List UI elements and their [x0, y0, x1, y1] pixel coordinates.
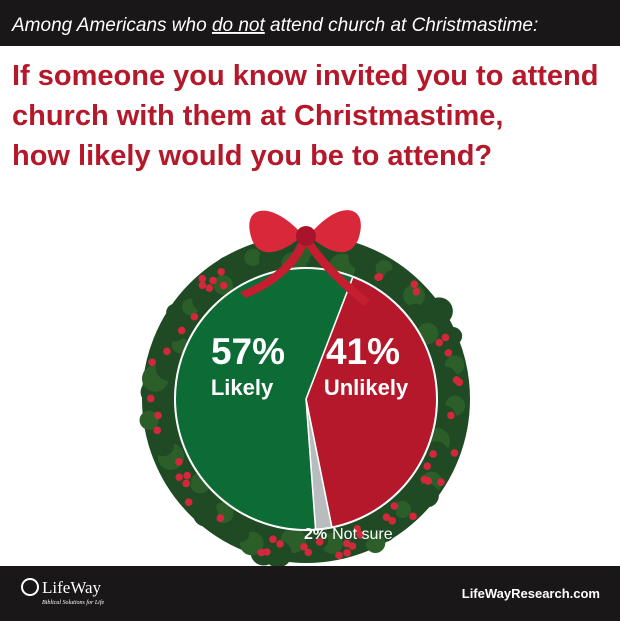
berry: [198, 281, 207, 290]
berry: [263, 548, 271, 556]
berry: [154, 411, 162, 420]
berry: [375, 272, 384, 281]
wreath-leaf: [403, 284, 426, 307]
category-label: Unlikely: [324, 375, 409, 400]
category-label: Not sure: [332, 526, 393, 543]
bow-loop: [249, 210, 300, 253]
berry: [190, 312, 199, 321]
berry: [444, 349, 453, 357]
berry: [423, 462, 432, 471]
wreath-leaf: [393, 500, 412, 519]
wreath-leaf: [415, 483, 439, 508]
value-label: 41%: [326, 331, 400, 372]
berry: [437, 478, 445, 486]
title-line: church with them at Christmastime,: [12, 100, 504, 132]
berry: [447, 411, 455, 420]
wreath-leaf: [365, 533, 386, 553]
bow-ribbon: [306, 240, 370, 306]
berry: [335, 551, 343, 560]
header-bar: [0, 0, 620, 46]
berry: [435, 338, 444, 347]
berry: [412, 287, 421, 296]
subtitle-emphasis: do not: [212, 15, 266, 36]
berry: [429, 450, 437, 458]
berry: [343, 549, 351, 557]
bow-loop: [312, 210, 361, 253]
berry: [342, 539, 351, 548]
wreath-leaf: [244, 248, 262, 266]
subtitle-part: attend church at Christmastime:: [265, 15, 539, 36]
wreath-leaf: [425, 297, 453, 325]
wreath-leaf: [443, 327, 463, 346]
berry: [276, 540, 284, 548]
title-line: If someone you know invited you to atten…: [12, 60, 599, 92]
berry: [175, 458, 183, 466]
berry: [390, 502, 399, 510]
title-line: how likely would you be to attend?: [12, 140, 492, 172]
berry: [353, 525, 361, 533]
small-label: 2% Not sure: [304, 526, 393, 543]
subtitle-part: Among Americans who: [11, 15, 212, 36]
berry: [146, 394, 155, 403]
berry: [450, 449, 459, 457]
wreath-leaf: [406, 303, 424, 321]
berry: [182, 479, 190, 488]
berry: [300, 542, 308, 551]
berry: [184, 498, 193, 507]
berry: [452, 376, 461, 384]
berry: [441, 333, 450, 342]
berry: [183, 471, 191, 480]
berry: [216, 514, 225, 522]
wreath-leaf: [237, 265, 254, 282]
logo-mark: [21, 578, 39, 596]
pie-rim: [174, 267, 438, 531]
berry: [153, 426, 162, 435]
website: LifeWayResearch.com: [462, 586, 600, 601]
tagline: Biblical Solutions for Life: [42, 599, 105, 606]
berry: [148, 358, 156, 367]
logo: LifeWay: [42, 578, 102, 597]
berry: [269, 535, 277, 544]
berry: [209, 276, 217, 285]
berry: [420, 475, 429, 484]
footer-bar: [0, 566, 620, 621]
berry: [219, 281, 228, 290]
berry: [356, 531, 365, 539]
berry: [163, 347, 171, 356]
berry: [410, 280, 419, 288]
berry: [388, 517, 396, 525]
berry: [315, 538, 324, 546]
value-label: 2%: [304, 526, 327, 543]
wreath-leaf: [161, 315, 188, 342]
berry: [175, 473, 184, 482]
berry: [177, 326, 186, 335]
category-label: Likely: [211, 375, 274, 400]
value-label: 57%: [211, 331, 285, 372]
berry: [382, 513, 391, 521]
berry: [205, 284, 214, 292]
berry: [198, 274, 207, 283]
wreath-leaf: [139, 410, 159, 430]
berry: [217, 267, 225, 276]
berry: [304, 548, 313, 557]
title: If someone you know invited you to atten…: [12, 60, 599, 172]
subtitle: Among Americans who do not attend church…: [11, 15, 538, 36]
wreath-leaf: [355, 258, 381, 284]
bow-knot: [296, 226, 316, 246]
wreath-leaf: [166, 303, 184, 322]
bow-ribbon: [240, 240, 306, 298]
berry: [257, 548, 266, 557]
bow: [240, 210, 370, 306]
berry: [409, 512, 417, 521]
